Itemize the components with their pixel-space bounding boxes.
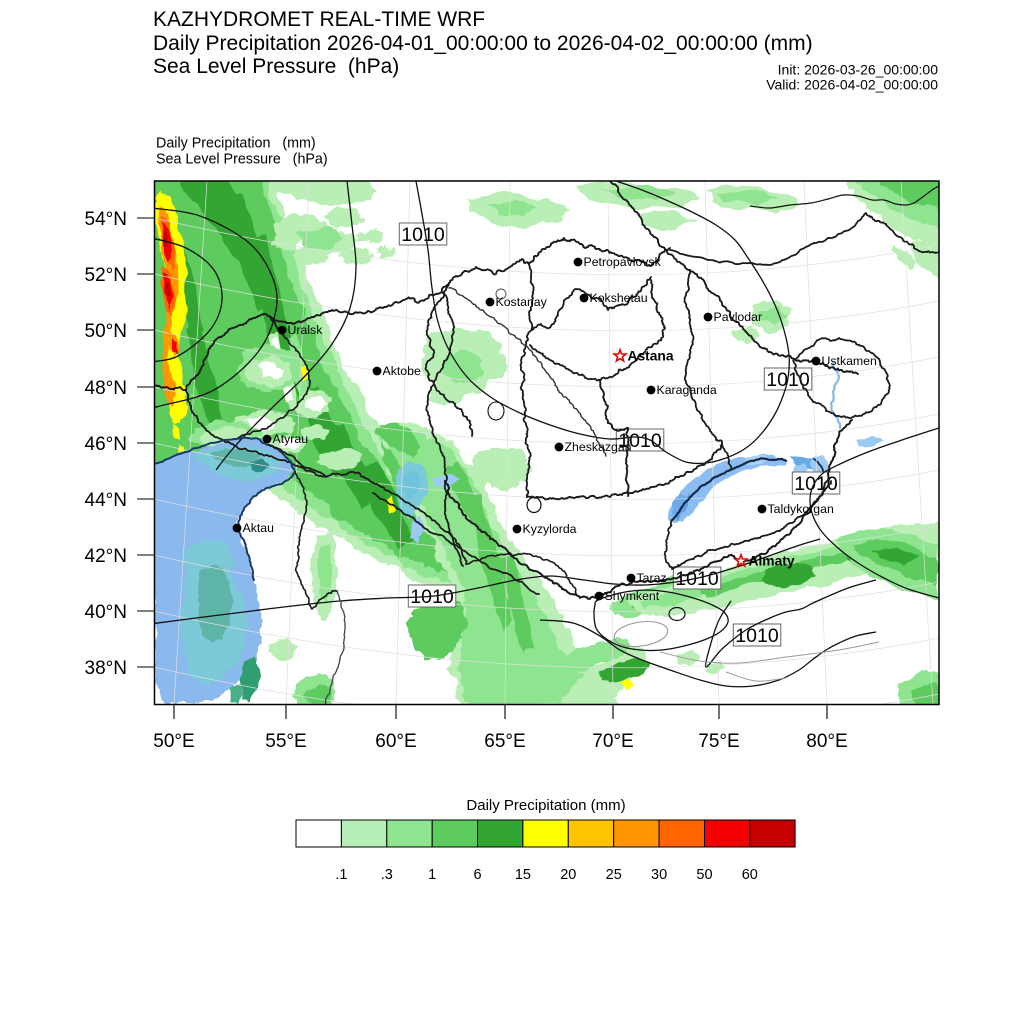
svg-text:60°E: 60°E [375, 731, 416, 752]
svg-text:Aktobe: Aktobe [383, 364, 421, 378]
svg-text:46°N: 46°N [85, 434, 127, 455]
svg-text:Taldykorgan: Taldykorgan [768, 502, 834, 516]
svg-text:50°N: 50°N [85, 321, 127, 342]
svg-text:42°N: 42°N [85, 546, 127, 567]
svg-text:Daily Precipitation (mm): Daily Precipitation (mm) [466, 797, 625, 814]
svg-text:Atyrau: Atyrau [273, 432, 309, 446]
svg-text:25: 25 [606, 867, 622, 883]
svg-text:Sea Level Pressure (hPa): Sea Level Pressure (hPa) [156, 152, 328, 168]
svg-text:38°N: 38°N [85, 658, 127, 679]
svg-text:40°N: 40°N [85, 602, 127, 623]
svg-text:30: 30 [651, 867, 667, 883]
svg-text:Aktau: Aktau [243, 521, 275, 535]
svg-text:1010: 1010 [618, 430, 662, 452]
svg-text:48°N: 48°N [85, 378, 127, 399]
svg-text:Kyzylorda: Kyzylorda [523, 522, 577, 536]
svg-text:1: 1 [428, 867, 436, 883]
svg-text:54°N: 54°N [85, 209, 127, 230]
svg-text:52°N: 52°N [85, 265, 127, 286]
svg-text:Ustkamen: Ustkamen [822, 354, 878, 368]
svg-text:15: 15 [515, 867, 531, 883]
svg-text:.3: .3 [381, 867, 393, 883]
svg-text:65°E: 65°E [484, 731, 525, 752]
svg-text:.1: .1 [335, 867, 347, 883]
svg-text:Zheskazgan: Zheskazgan [565, 440, 632, 454]
svg-text:Daily Precipitation (mm): Daily Precipitation (mm) [156, 136, 316, 152]
svg-text:Taraz: Taraz [637, 571, 667, 585]
svg-text:70°E: 70°E [592, 731, 633, 752]
svg-text:Uralsk: Uralsk [288, 323, 324, 337]
svg-text:50: 50 [696, 867, 712, 883]
svg-text:Astana: Astana [628, 349, 674, 364]
svg-text:Kostanay: Kostanay [496, 295, 548, 309]
svg-text:Shymkent: Shymkent [605, 589, 660, 603]
svg-text:Init: 2026-03-26_00:00:00: Init: 2026-03-26_00:00:00 [778, 62, 939, 78]
svg-text:Valid: 2026-04-02_00:00:00: Valid: 2026-04-02_00:00:00 [766, 77, 938, 93]
svg-text:Pavlodar: Pavlodar [714, 310, 763, 324]
svg-text:60: 60 [742, 867, 758, 883]
svg-text:75°E: 75°E [698, 731, 739, 752]
svg-text:55°E: 55°E [265, 731, 306, 752]
svg-text:80°E: 80°E [806, 731, 847, 752]
svg-text:1010: 1010 [410, 586, 454, 608]
svg-text:1010: 1010 [735, 625, 779, 647]
svg-text:Karaganda: Karaganda [657, 383, 717, 397]
svg-text:Daily Precipitation 2026-04-01: Daily Precipitation 2026-04-01_00:00:00 … [153, 32, 813, 55]
svg-text:44°N: 44°N [85, 490, 127, 511]
svg-text:50°E: 50°E [153, 731, 194, 752]
svg-text:20: 20 [560, 867, 576, 883]
svg-text:1010: 1010 [794, 473, 838, 495]
svg-text:Almaty: Almaty [749, 554, 795, 569]
svg-text:1010: 1010 [675, 568, 719, 590]
svg-text:Sea Level Pressure (hPa): Sea Level Pressure (hPa) [153, 55, 399, 78]
svg-text:KAZHYDROMET REAL-TIME WRF: KAZHYDROMET REAL-TIME WRF [153, 8, 485, 31]
svg-text:Petropavlovsk: Petropavlovsk [584, 255, 662, 269]
svg-text:Kokshetau: Kokshetau [590, 291, 648, 305]
svg-text:6: 6 [473, 867, 481, 883]
svg-text:1010: 1010 [401, 224, 445, 246]
